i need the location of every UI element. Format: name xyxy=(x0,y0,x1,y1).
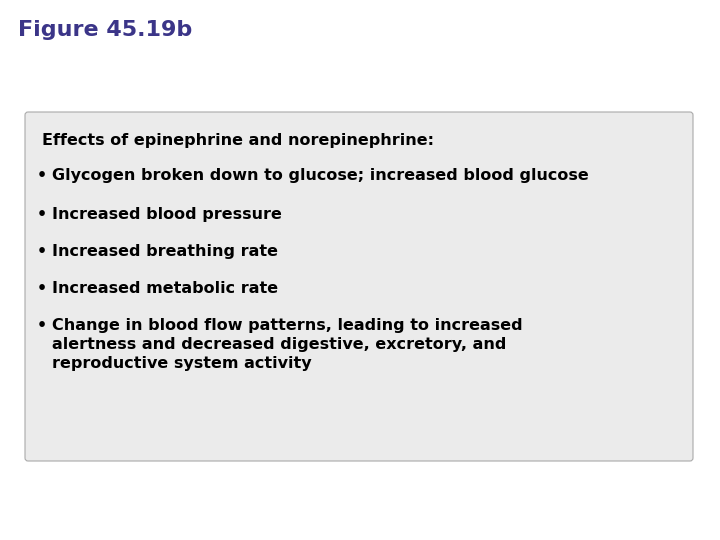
Text: Effects of epinephrine and norepinephrine:: Effects of epinephrine and norepinephrin… xyxy=(42,133,434,148)
Text: •: • xyxy=(37,318,47,333)
Text: Increased metabolic rate: Increased metabolic rate xyxy=(52,281,278,296)
FancyBboxPatch shape xyxy=(25,112,693,461)
Text: •: • xyxy=(37,168,47,183)
Text: Increased blood pressure: Increased blood pressure xyxy=(52,207,282,222)
Text: Change in blood flow patterns, leading to increased
alertness and decreased dige: Change in blood flow patterns, leading t… xyxy=(52,318,523,372)
Text: •: • xyxy=(37,244,47,259)
Text: •: • xyxy=(37,281,47,296)
Text: Figure 45.19b: Figure 45.19b xyxy=(18,20,192,40)
Text: Glycogen broken down to glucose; increased blood glucose: Glycogen broken down to glucose; increas… xyxy=(52,168,589,183)
Text: •: • xyxy=(37,207,47,222)
Text: Increased breathing rate: Increased breathing rate xyxy=(52,244,278,259)
